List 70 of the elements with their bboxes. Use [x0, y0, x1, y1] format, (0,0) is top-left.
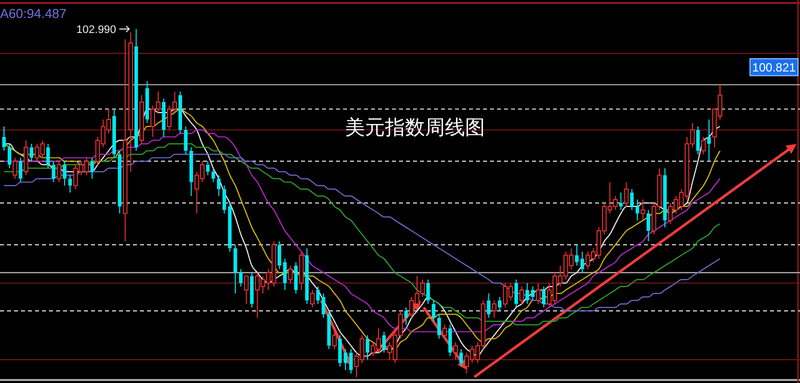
candlestick: [636, 199, 640, 221]
candlestick: [486, 292, 490, 318]
candlestick: [536, 282, 541, 304]
candlestick: [250, 272, 254, 308]
candlestick: [701, 136, 706, 155]
candlestick: [580, 251, 584, 274]
candlestick: [448, 324, 452, 357]
text: 美元指数周线图: [345, 116, 485, 139]
candlestick: [206, 160, 210, 176]
candlestick: [189, 146, 194, 197]
text: A60:94.487: [0, 6, 67, 21]
candlestick: [305, 248, 309, 304]
candlestick: [514, 279, 518, 308]
candlestick: [112, 108, 116, 158]
candlestick: [459, 348, 463, 368]
candlestick: [162, 98, 166, 138]
candlestick: [646, 209, 650, 242]
candlestick: [62, 160, 66, 186]
candlestick: [46, 143, 50, 169]
candlestick: [624, 182, 629, 207]
candlestick: [294, 262, 298, 294]
candlestick: [134, 28, 138, 152]
candlestick: [24, 140, 28, 176]
candlestick: [619, 192, 623, 210]
candlestick: [184, 126, 188, 155]
candlestick: [288, 265, 293, 284]
candlestick: [228, 202, 232, 252]
candlestick: [128, 32, 133, 172]
candlestick: [492, 300, 496, 318]
candlestick: [211, 168, 216, 183]
candlestick: [542, 286, 546, 308]
candlestick: [299, 251, 304, 290]
candlestick: [498, 296, 502, 312]
candlestick: [519, 286, 524, 304]
candlestick: [707, 118, 711, 162]
candlestick: [310, 290, 315, 308]
candlestick: [530, 286, 535, 301]
candlestick: [575, 244, 579, 266]
candlestick: [432, 300, 436, 322]
candlestick: [327, 310, 331, 350]
candlestick: [322, 292, 326, 318]
candlestick: [68, 174, 72, 194]
candlestick: [366, 334, 370, 360]
candlestick: [525, 282, 530, 304]
candlestick: [8, 143, 12, 169]
candlestick: [217, 174, 221, 197]
candlestick: [283, 258, 287, 290]
candlestick: [222, 185, 226, 214]
candlestick: [630, 188, 634, 210]
candlestick: [426, 279, 430, 304]
candlestick: [453, 342, 458, 360]
candlestick: [442, 324, 447, 340]
candlestick: [145, 80, 149, 124]
candlestick: [663, 168, 667, 228]
candlestick: [122, 38, 128, 242]
candlestick: [278, 240, 282, 270]
candlestick: [118, 150, 122, 214]
candlestick: [178, 91, 182, 134]
candlestick: [437, 314, 441, 340]
candlestick: [404, 306, 408, 326]
text: 100.821: [752, 60, 796, 75]
candlestick: [139, 94, 144, 144]
candlestick: [52, 160, 56, 183]
candlestick: [239, 268, 243, 288]
candlestick: [696, 126, 700, 155]
candlestick: [640, 199, 646, 221]
candlestick: [2, 126, 6, 152]
candlestick: [56, 160, 62, 183]
candlestick: [316, 286, 320, 304]
annotation: 102.990: [76, 24, 116, 36]
